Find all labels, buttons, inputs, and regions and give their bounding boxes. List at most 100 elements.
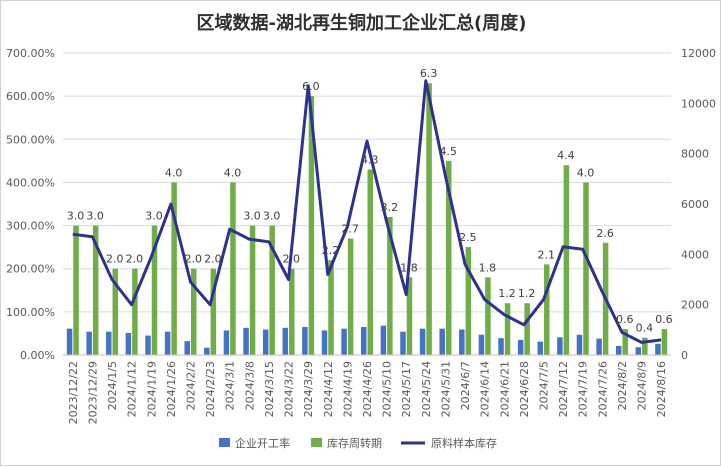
x-tick-label: 2024/3/1	[224, 361, 237, 410]
bar-inventory-turnover	[445, 160, 452, 355]
x-tick-label: 2024/1/5	[106, 361, 119, 410]
bar-inventory-turnover	[308, 96, 315, 356]
legend-swatch-operating-rate	[219, 438, 230, 447]
x-tick-label: 2024/6/21	[498, 361, 511, 417]
bar-operating-rate	[655, 343, 661, 355]
bar-operating-rate	[321, 330, 328, 355]
bar-inventory-turnover	[563, 165, 570, 355]
bar-inventory-turnover	[230, 182, 236, 355]
bar-inventory-turnover	[151, 225, 158, 355]
data-label: 4.0	[224, 166, 242, 179]
data-label: 0.6	[616, 313, 634, 326]
bar-operating-rate	[125, 332, 132, 355]
x-tick-label: 2024/1/26	[165, 361, 178, 417]
bar-operating-rate	[243, 327, 249, 355]
data-label: 6.0	[302, 80, 320, 93]
bar-inventory-turnover	[328, 260, 334, 355]
bar-operating-rate	[615, 345, 622, 355]
legend-swatch-inventory-turnover	[311, 438, 322, 447]
y-left-tick-label: 300.00%	[6, 220, 55, 233]
data-label: 2.0	[106, 253, 124, 266]
data-label: 3.0	[243, 210, 261, 223]
bar-inventory-turnover	[112, 268, 119, 355]
x-tick-label: 2024/1/12	[126, 361, 139, 417]
data-label: 2.0	[283, 253, 301, 266]
bar-inventory-turnover	[524, 303, 530, 355]
bar-operating-rate	[478, 334, 485, 355]
bar-operating-rate	[517, 339, 524, 355]
x-tick-label: 2024/7/12	[557, 361, 570, 417]
bar-inventory-turnover	[190, 268, 197, 355]
bar-operating-rate	[557, 337, 563, 355]
bar-operating-rate	[361, 326, 367, 355]
y-left-tick-label: 200.00%	[6, 263, 55, 276]
bar-inventory-turnover	[269, 225, 275, 355]
data-label: 2.6	[596, 227, 614, 240]
bar-operating-rate	[86, 331, 92, 355]
x-tick-label: 2024/8/16	[655, 361, 668, 417]
data-label: 3.0	[263, 210, 281, 223]
data-label: 0.6	[655, 313, 673, 326]
data-label: 4.3	[361, 153, 379, 166]
bar-operating-rate	[341, 328, 347, 355]
x-tick-label: 2024/6/14	[479, 361, 492, 417]
bar-inventory-turnover	[347, 238, 354, 355]
data-label: 2.0	[126, 253, 144, 266]
x-tick-label: 2024/5/31	[439, 361, 452, 417]
bar-operating-rate	[223, 330, 230, 355]
data-label: 2.0	[184, 253, 202, 266]
bar-inventory-turnover	[92, 225, 99, 355]
data-label: 3.0	[67, 210, 85, 223]
y-right-tick-label: 12000	[681, 47, 716, 60]
x-tick-label: 2024/4/26	[361, 361, 374, 417]
data-label: 4.0	[577, 166, 595, 179]
chart-title: 区域数据-湖北再生铜加工企业汇总(周度)	[196, 13, 527, 34]
data-label: 3.0	[86, 210, 104, 223]
bar-inventory-turnover	[661, 329, 668, 355]
y-left-tick-label: 400.00%	[6, 176, 55, 189]
data-label: 2.1	[538, 248, 556, 261]
x-tick-label: 2024/5/10	[381, 361, 394, 417]
data-label: 2.2	[322, 244, 340, 257]
bar-operating-rate	[596, 338, 602, 355]
data-label: 4.0	[165, 166, 183, 179]
bar-inventory-turnover	[387, 216, 393, 355]
y-left-tick-label: 500.00%	[6, 133, 55, 146]
bar-operating-rate	[164, 331, 171, 355]
bar-inventory-turnover	[406, 277, 413, 355]
y-right-tick-label: 0	[681, 349, 688, 362]
legend-label-operating-rate: 企业开工率	[235, 436, 290, 450]
bar-inventory-turnover	[171, 182, 177, 355]
y-left-tick-label: 700.00%	[6, 47, 55, 60]
x-tick-label: 2024/3/22	[283, 361, 296, 417]
y-left-tick-label: 100.00%	[6, 306, 55, 319]
bar-operating-rate	[537, 341, 544, 355]
data-label: 2.0	[204, 253, 222, 266]
bar-inventory-turnover	[544, 264, 550, 355]
data-label: 6.3	[420, 67, 438, 80]
bar-inventory-turnover	[289, 268, 295, 355]
bar-inventory-turnover	[622, 329, 628, 355]
x-tick-label: 2024/1/19	[145, 361, 158, 417]
x-tick-label: 2024/8/9	[636, 361, 649, 410]
bar-inventory-turnover	[583, 182, 589, 355]
x-tick-label: 2024/8/2	[616, 361, 629, 410]
x-tick-label: 2024/5/17	[400, 361, 413, 417]
data-label: 4.5	[439, 145, 457, 158]
y-right-tick-label: 8000	[681, 148, 709, 161]
y-right-tick-label: 6000	[681, 198, 709, 211]
y-left-tick-label: 0.00%	[20, 349, 55, 362]
bar-inventory-turnover	[249, 225, 256, 355]
x-tick-label: 2024/4/19	[341, 361, 354, 417]
bar-operating-rate	[184, 341, 190, 355]
x-tick-label: 2024/3/15	[263, 361, 276, 417]
bar-operating-rate	[106, 331, 112, 355]
bar-inventory-turnover	[73, 225, 79, 355]
bar-operating-rate	[576, 334, 583, 355]
y-left-tick-label: 600.00%	[6, 90, 55, 103]
y-right-tick-label: 2000	[681, 299, 709, 312]
x-tick-label: 2024/4/12	[322, 361, 335, 417]
data-label: 1.2	[498, 287, 516, 300]
